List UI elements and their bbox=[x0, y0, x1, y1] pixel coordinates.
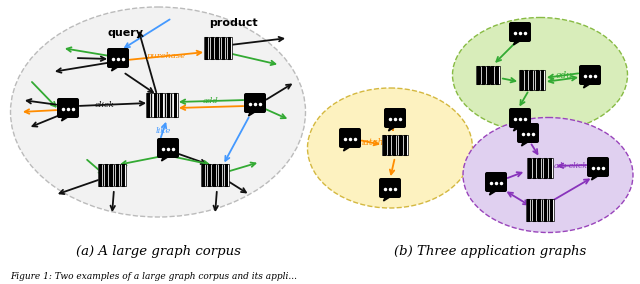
Text: like: like bbox=[156, 127, 171, 135]
Text: match: match bbox=[356, 138, 384, 147]
FancyBboxPatch shape bbox=[579, 65, 601, 85]
Polygon shape bbox=[111, 66, 120, 71]
Polygon shape bbox=[591, 175, 600, 180]
Ellipse shape bbox=[463, 118, 633, 233]
FancyBboxPatch shape bbox=[201, 164, 229, 186]
Polygon shape bbox=[513, 40, 522, 45]
FancyBboxPatch shape bbox=[485, 172, 507, 192]
FancyBboxPatch shape bbox=[519, 70, 545, 90]
Text: purchase: purchase bbox=[147, 52, 186, 60]
Polygon shape bbox=[388, 126, 397, 131]
FancyBboxPatch shape bbox=[379, 178, 401, 198]
Ellipse shape bbox=[452, 18, 627, 133]
FancyBboxPatch shape bbox=[509, 108, 531, 128]
FancyBboxPatch shape bbox=[382, 135, 408, 155]
FancyBboxPatch shape bbox=[526, 199, 554, 221]
FancyBboxPatch shape bbox=[244, 93, 266, 113]
Polygon shape bbox=[522, 141, 529, 146]
FancyBboxPatch shape bbox=[476, 66, 500, 84]
Polygon shape bbox=[344, 146, 351, 151]
Polygon shape bbox=[584, 83, 591, 88]
FancyBboxPatch shape bbox=[146, 93, 178, 117]
Ellipse shape bbox=[307, 88, 472, 208]
Polygon shape bbox=[61, 116, 70, 121]
Text: Figure 1: Two examples of a large graph corpus and its appli...: Figure 1: Two examples of a large graph … bbox=[10, 272, 297, 281]
Text: click: click bbox=[95, 101, 115, 109]
Text: product: product bbox=[209, 18, 257, 28]
FancyBboxPatch shape bbox=[517, 123, 539, 143]
Polygon shape bbox=[513, 126, 522, 131]
FancyBboxPatch shape bbox=[527, 158, 553, 178]
FancyBboxPatch shape bbox=[339, 128, 361, 148]
FancyBboxPatch shape bbox=[157, 138, 179, 158]
Polygon shape bbox=[490, 190, 497, 195]
Polygon shape bbox=[161, 156, 170, 161]
Text: edu: edu bbox=[556, 71, 573, 80]
Polygon shape bbox=[383, 196, 392, 201]
Text: query: query bbox=[108, 28, 144, 38]
Text: add: add bbox=[203, 97, 219, 105]
FancyBboxPatch shape bbox=[587, 157, 609, 177]
FancyBboxPatch shape bbox=[204, 37, 232, 59]
Text: (b) Three application graphs: (b) Three application graphs bbox=[394, 245, 586, 258]
Polygon shape bbox=[248, 111, 257, 116]
FancyBboxPatch shape bbox=[57, 98, 79, 118]
Text: ads-click: ads-click bbox=[554, 162, 588, 170]
FancyBboxPatch shape bbox=[107, 48, 129, 68]
Text: (a) A large graph corpus: (a) A large graph corpus bbox=[76, 245, 241, 258]
Ellipse shape bbox=[10, 7, 305, 217]
FancyBboxPatch shape bbox=[384, 108, 406, 128]
FancyBboxPatch shape bbox=[509, 22, 531, 42]
FancyBboxPatch shape bbox=[98, 164, 126, 186]
